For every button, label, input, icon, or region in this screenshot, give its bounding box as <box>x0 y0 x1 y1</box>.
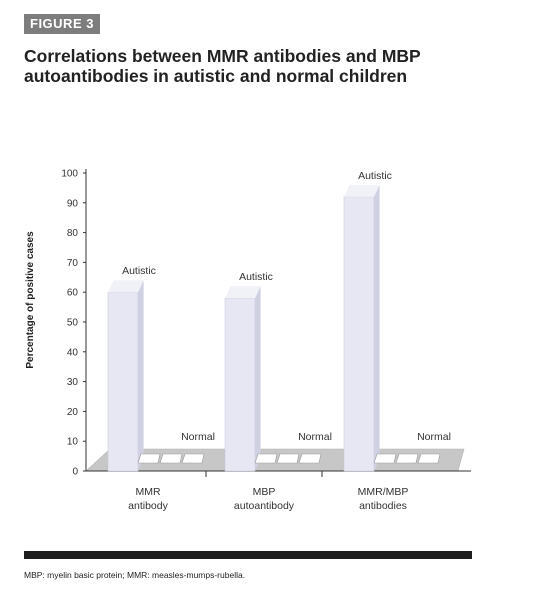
normal-bar-label: Normal <box>298 431 332 443</box>
labels-group: Autistic Autistic Autistic Normal Normal Norm… <box>122 170 451 443</box>
x-category-label-line: MBP <box>253 486 276 498</box>
chart-title: Correlations between MMR antibodies and … <box>24 46 421 86</box>
y-axis-label: Percentage of positive cases <box>25 231 36 369</box>
autistic-bar-side <box>255 286 261 471</box>
x-category-label-line: autoantibody <box>234 500 295 512</box>
y-tick-label: 0 <box>72 467 78 478</box>
normal-bar <box>276 453 300 464</box>
autistic-bar <box>224 297 256 472</box>
normal-bar <box>298 453 322 464</box>
normal-bar <box>137 453 161 464</box>
footnote: MBP: myelin basic protein; MMR: measles-… <box>24 570 246 580</box>
autistic-bar-label: Autistic <box>358 170 392 182</box>
normal-bar <box>159 453 183 464</box>
normal-bar <box>395 453 419 464</box>
y-tick-label: 30 <box>67 377 79 388</box>
x-category-label: MMR/MBP antibodies <box>358 486 409 512</box>
autistic-bar-top <box>225 286 261 299</box>
categories-group: MMR antibody MBP autoantibody MMR/MBP antibod… <box>128 486 408 512</box>
x-category-label-line: antibodies <box>359 500 407 512</box>
y-tick-label: 40 <box>67 347 79 358</box>
figure-tag: FIGURE 3 <box>24 14 100 34</box>
y-tick-label: 50 <box>67 318 79 329</box>
y-axis-group: 0 10 20 30 40 50 60 70 80 90 100 <box>61 169 471 478</box>
normal-bar <box>254 453 278 464</box>
normal-bar <box>181 453 205 464</box>
x-category-label: MMR antibody <box>128 486 168 512</box>
normal-bar-label: Normal <box>417 431 451 443</box>
autistic-bar-label: Autistic <box>122 265 156 277</box>
y-tick-label: 80 <box>67 228 79 239</box>
autistic-bar-top <box>344 184 380 197</box>
footer-rule <box>24 551 472 559</box>
y-tick-label: 20 <box>67 407 79 418</box>
autistic-bar-label: Autistic <box>239 271 273 283</box>
normal-bar <box>417 453 441 464</box>
y-tick-label: 10 <box>67 437 79 448</box>
normal-bar <box>373 453 397 464</box>
autistic-bar-side <box>138 280 144 471</box>
y-tick-label: 100 <box>61 169 78 180</box>
x-category-label-line: MMR <box>135 486 160 498</box>
y-tick-label: 90 <box>67 198 79 209</box>
x-category-label-line: MMR/MBP <box>358 486 409 498</box>
y-tick-label: 70 <box>67 258 79 269</box>
autistic-bar <box>107 291 139 472</box>
x-category-label: MBP autoantibody <box>234 486 295 512</box>
autistic-bar-side <box>374 184 380 471</box>
bars-group <box>107 184 441 472</box>
normal-bar-label: Normal <box>181 431 215 443</box>
autistic-bar-top <box>108 280 144 293</box>
autistic-bar <box>343 196 375 472</box>
y-tick-label: 60 <box>67 288 79 299</box>
x-category-label-line: antibody <box>128 500 168 512</box>
